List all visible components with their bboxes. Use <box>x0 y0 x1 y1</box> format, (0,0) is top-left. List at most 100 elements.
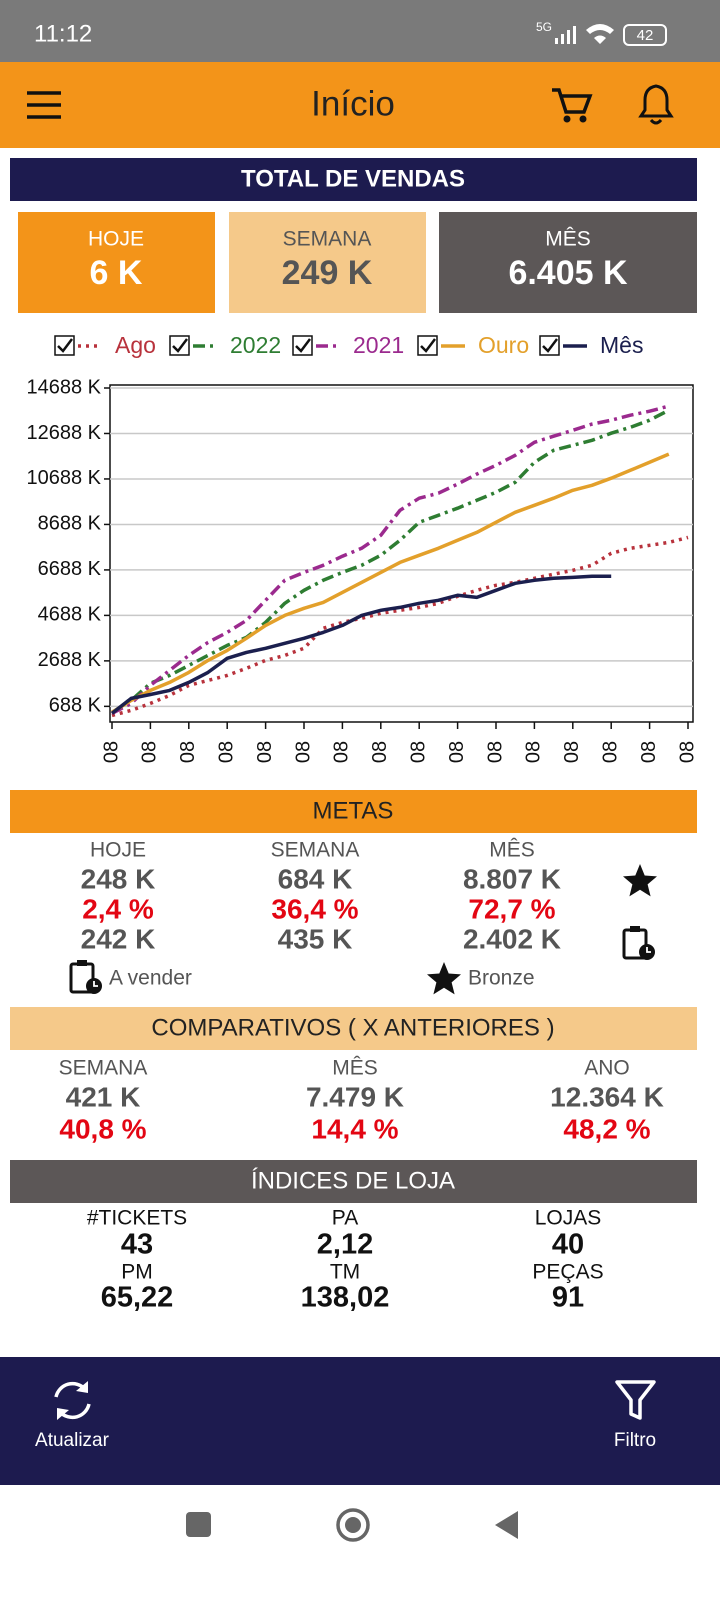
index-label: PEÇAS <box>532 1261 603 1284</box>
legend-item[interactable]: 2022 <box>169 332 281 358</box>
series-line <box>111 408 670 714</box>
status-time: 11:12 <box>34 20 92 47</box>
index-label: LOJAS <box>535 1207 602 1230</box>
x-tick-label: 08 <box>523 741 545 763</box>
plot-area <box>109 384 694 723</box>
card-value: 6 K <box>90 254 143 292</box>
y-tick-label: 10688 K <box>26 467 101 489</box>
clipboard-icon <box>69 960 102 994</box>
section-title: ÍNDICES DE LOJA <box>251 1167 455 1194</box>
card-month <box>439 212 697 313</box>
legend-check <box>542 338 558 353</box>
metas-label: HOJE <box>90 839 146 862</box>
card-week <box>229 212 426 313</box>
metas-percent: 2,4 % <box>82 893 154 924</box>
y-tick-label: 4688 K <box>38 604 102 626</box>
section-header <box>10 790 697 833</box>
card-label: HOJE <box>88 228 144 251</box>
recents-button[interactable] <box>186 1512 211 1537</box>
section-title: COMPARATIVOS ( X ANTERIORES ) <box>151 1014 554 1041</box>
legend-label: 2021 <box>353 332 404 358</box>
metas-percent: 72,7 % <box>468 893 555 924</box>
status-bar <box>0 0 720 62</box>
comp-value: 421 K <box>66 1081 141 1112</box>
section-title: TOTAL DE VENDAS <box>241 165 465 192</box>
y-tick-label: 12688 K <box>26 422 101 444</box>
app-bar <box>0 62 720 148</box>
series-line <box>110 574 612 715</box>
legend-star: Bronze <box>468 967 535 990</box>
refresh-label: Atualizar <box>35 1430 110 1451</box>
y-tick-label: 2688 K <box>38 649 102 671</box>
legend-item[interactable]: Ouro <box>417 332 529 358</box>
battery-icon <box>623 24 667 46</box>
legend-check <box>57 338 73 353</box>
comp-value: 7.479 K <box>306 1081 404 1112</box>
x-tick-label: 08 <box>407 741 429 763</box>
y-tick-label: 6688 K <box>38 558 102 580</box>
metas-percent: 36,4 % <box>271 893 358 924</box>
x-tick-label: 08 <box>139 741 161 763</box>
comp-value: 12.364 K <box>550 1081 664 1112</box>
x-tick-label: 08 <box>292 741 314 763</box>
series-line <box>111 452 670 714</box>
legend-item[interactable]: 2021 <box>292 332 404 358</box>
bottom-bar <box>0 1357 720 1485</box>
x-tick-label: 08 <box>484 741 506 763</box>
clipboard-icon <box>622 926 655 960</box>
x-tick-label: 08 <box>254 741 276 763</box>
metas-meta: 684 K <box>278 863 353 894</box>
star-icon <box>623 864 657 897</box>
filter-button[interactable]: Filtro <box>614 1380 656 1451</box>
card-value: 249 K <box>282 254 373 292</box>
comp-percent: 48,2 % <box>563 1113 650 1144</box>
legend-item[interactable]: Ago <box>54 332 156 358</box>
x-tick-label: 08 <box>446 741 468 763</box>
index-value: 91 <box>552 1282 584 1314</box>
x-tick-label: 08 <box>177 741 199 763</box>
legend-check <box>420 338 436 353</box>
section-header <box>10 158 697 201</box>
index-value: 2,12 <box>317 1229 373 1261</box>
back-button[interactable] <box>495 1511 518 1539</box>
refresh-button[interactable]: Atualizar <box>35 1381 110 1451</box>
legend-label: Ouro <box>478 332 529 358</box>
section-header <box>10 1007 697 1050</box>
y-tick-label: 688 K <box>49 695 102 717</box>
system-nav <box>0 1485 720 1600</box>
menu-button[interactable] <box>27 91 61 119</box>
index-value: 65,22 <box>101 1282 174 1314</box>
legend-label: 2022 <box>230 332 281 358</box>
chart: 688 K 2688 K 4688 K 6688 K 8688 K 10688 K 1268… <box>26 376 698 763</box>
x-tick-label: 08 <box>100 741 122 763</box>
notification-button[interactable] <box>638 84 674 125</box>
status-network: 5G <box>536 20 552 34</box>
cart-button[interactable] <box>552 88 593 123</box>
index-value: 43 <box>121 1229 153 1261</box>
x-tick-label: 08 <box>676 741 698 763</box>
x-tick-label: 08 <box>561 741 583 763</box>
legend-label: Mês <box>600 332 643 358</box>
home-button[interactable] <box>336 1508 370 1542</box>
comp-percent: 40,8 % <box>59 1113 146 1144</box>
metas-remaining: 242 K <box>81 923 156 954</box>
signal-icon <box>555 26 576 44</box>
y-tick-label: 8688 K <box>38 513 102 535</box>
metas-remaining: 435 K <box>278 923 353 954</box>
index-label: TM <box>330 1261 360 1284</box>
app-title: Início <box>311 84 395 123</box>
section-title: METAS <box>313 797 394 824</box>
metas-label: MÊS <box>489 839 535 862</box>
legend-check <box>172 338 188 353</box>
comp-label: ANO <box>584 1057 630 1080</box>
metas-remaining: 2.402 K <box>463 923 561 954</box>
filter-label: Filtro <box>614 1430 656 1451</box>
battery-level: 42 <box>637 27 654 44</box>
wifi-icon <box>586 24 614 44</box>
series-line <box>111 404 670 715</box>
legend-item[interactable]: Mês <box>539 332 643 358</box>
metas-meta: 8.807 K <box>463 863 561 894</box>
index-label: #TICKETS <box>87 1207 187 1230</box>
index-value: 138,02 <box>301 1282 390 1314</box>
